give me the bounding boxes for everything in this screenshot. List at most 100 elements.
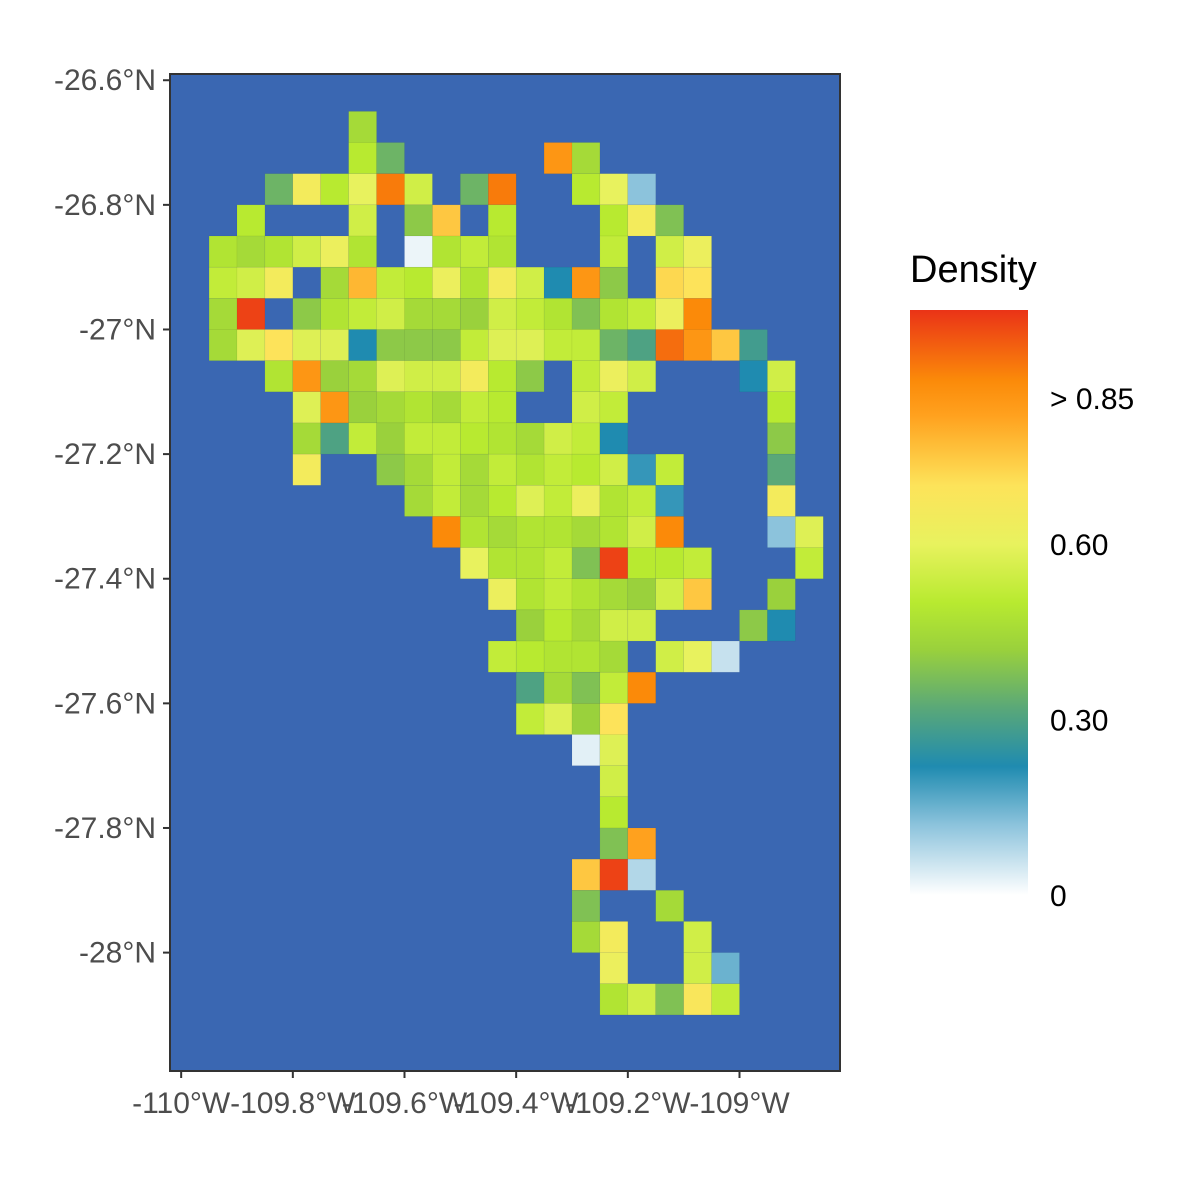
heatmap-cell xyxy=(571,360,601,393)
heatmap-cell xyxy=(683,266,712,299)
heatmap-cell xyxy=(515,485,545,517)
heatmap-cell xyxy=(599,921,629,953)
heatmap-cell xyxy=(488,547,517,579)
heatmap-cell xyxy=(543,640,573,673)
heatmap-cell xyxy=(292,329,321,361)
heatmap-cell xyxy=(515,516,545,548)
heatmap-cell xyxy=(655,516,684,548)
heatmap-cell xyxy=(571,142,601,174)
heatmap-cell xyxy=(599,609,629,642)
heatmap-cell xyxy=(488,516,517,548)
heatmap-cell xyxy=(655,266,684,299)
heatmap-cell xyxy=(683,952,712,985)
heatmap-cell xyxy=(488,391,517,424)
heatmap-cell xyxy=(543,578,573,611)
heatmap-cell xyxy=(488,640,517,673)
heatmap-cell xyxy=(488,360,517,393)
heatmap-cell xyxy=(515,298,545,330)
heatmap-cell xyxy=(208,266,238,299)
heatmap-cell xyxy=(543,516,573,548)
heatmap-cell xyxy=(460,298,489,330)
heatmap-cell xyxy=(348,391,377,424)
heatmap-cell xyxy=(488,485,517,517)
heatmap-cell xyxy=(767,422,796,455)
heatmap-cell xyxy=(488,235,517,268)
legend-label: > 0.85 xyxy=(1050,383,1134,416)
y-axis: -26.6°N -26.8°N -27°N -27.2°N -27.4°N -27.6°N… xyxy=(54,64,170,970)
heatmap-cell xyxy=(488,298,517,330)
legend-label: 0 xyxy=(1050,880,1067,913)
heatmap-cell xyxy=(599,578,629,611)
heatmap-cell xyxy=(627,609,657,642)
heatmap-cell xyxy=(599,173,629,206)
heatmap-cell xyxy=(571,422,601,455)
heatmap-cell xyxy=(348,266,377,299)
heatmap-cell xyxy=(348,298,377,330)
heatmap-cell xyxy=(767,453,796,486)
heatmap-cell xyxy=(515,453,545,486)
heatmap-cell xyxy=(627,173,657,206)
heatmap-cell xyxy=(292,453,321,486)
heatmap-cell xyxy=(460,266,489,299)
heatmap-cell xyxy=(543,142,573,174)
heatmap-cell xyxy=(767,578,796,611)
heatmap-cell xyxy=(515,609,545,642)
heatmap-cell xyxy=(599,266,629,299)
heatmap-cell xyxy=(348,204,377,237)
heatmap-cell xyxy=(543,703,573,735)
heatmap-cell xyxy=(348,142,377,174)
heatmap-cell xyxy=(460,422,489,455)
heatmap-cell xyxy=(348,329,377,361)
heatmap-cell xyxy=(515,329,545,361)
heatmap-cell xyxy=(488,453,517,486)
heatmap-cell xyxy=(543,547,573,579)
heatmap-cell xyxy=(599,952,629,985)
heatmap-cell xyxy=(515,703,545,735)
heatmap-cell xyxy=(627,453,657,486)
heatmap-cell xyxy=(599,703,629,735)
heatmap-cell xyxy=(376,422,405,455)
heatmap-cell xyxy=(543,266,573,299)
heatmap-cell xyxy=(432,266,461,299)
y-tick-label: -27.8°N xyxy=(54,812,156,845)
heatmap-cell xyxy=(683,298,712,330)
heatmap-cell xyxy=(683,640,712,673)
heatmap-cell xyxy=(376,142,405,174)
y-tick-label: -28°N xyxy=(79,937,156,970)
heatmap-cell xyxy=(767,360,796,393)
heatmap-cell xyxy=(488,578,517,611)
heatmap-cell xyxy=(655,329,684,361)
heatmap-cell xyxy=(264,235,294,268)
heatmap-cell xyxy=(515,547,545,579)
panel-border xyxy=(169,73,841,1072)
heatmap-cell xyxy=(460,547,489,579)
heatmap-cell xyxy=(292,298,321,330)
heatmap-cell xyxy=(460,391,489,424)
heatmap-cell xyxy=(404,453,433,486)
heatmap-cells xyxy=(208,111,824,1016)
heatmap-cell xyxy=(599,734,629,766)
heatmap-cell xyxy=(348,111,377,143)
heatmap-cell xyxy=(460,235,489,268)
heatmap-cell xyxy=(320,329,349,361)
heatmap-cell xyxy=(599,391,629,424)
heatmap-cell xyxy=(683,235,712,268)
heatmap-cell xyxy=(571,547,601,579)
heatmap-cell xyxy=(683,921,712,953)
heatmap-cell xyxy=(683,329,712,361)
heatmap-cell xyxy=(767,516,796,548)
heatmap-cell xyxy=(627,329,657,361)
heatmap-cell xyxy=(460,485,489,517)
heatmap-cell xyxy=(599,453,629,486)
heatmap-cell xyxy=(571,266,601,299)
heatmap-cell xyxy=(488,422,517,455)
heatmap-cell xyxy=(627,204,657,237)
heatmap-cell xyxy=(292,422,321,455)
heatmap-cell xyxy=(627,547,657,579)
heatmap-cell xyxy=(432,329,461,361)
heatmap-cell xyxy=(264,360,294,393)
x-tick-label: -109°W xyxy=(689,1087,790,1120)
heatmap-cell xyxy=(627,485,657,517)
heatmap-cell xyxy=(208,329,238,361)
